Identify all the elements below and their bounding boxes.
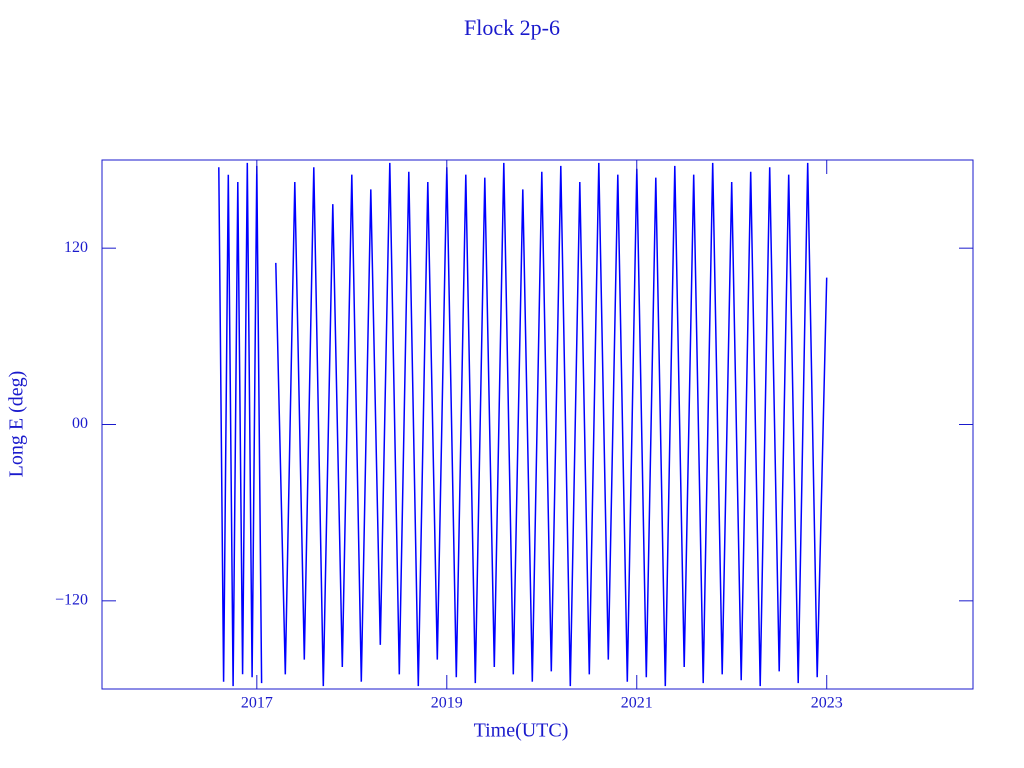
x-axis-label: Time(UTC) — [474, 720, 569, 742]
x-tick-label: 2017 — [241, 695, 273, 712]
y-tick-label: −120 — [55, 592, 88, 609]
chart-title: Flock 2p-6 — [464, 15, 560, 40]
x-tick-label: 2021 — [621, 695, 653, 712]
data-line — [218, 162, 828, 687]
y-tick-label: 00 — [72, 415, 88, 432]
y-axis-label: Long E (deg) — [6, 371, 28, 478]
x-tick-label: 2019 — [431, 695, 463, 712]
y-tick-label: 120 — [64, 239, 88, 256]
x-tick-label: 2023 — [811, 695, 843, 712]
